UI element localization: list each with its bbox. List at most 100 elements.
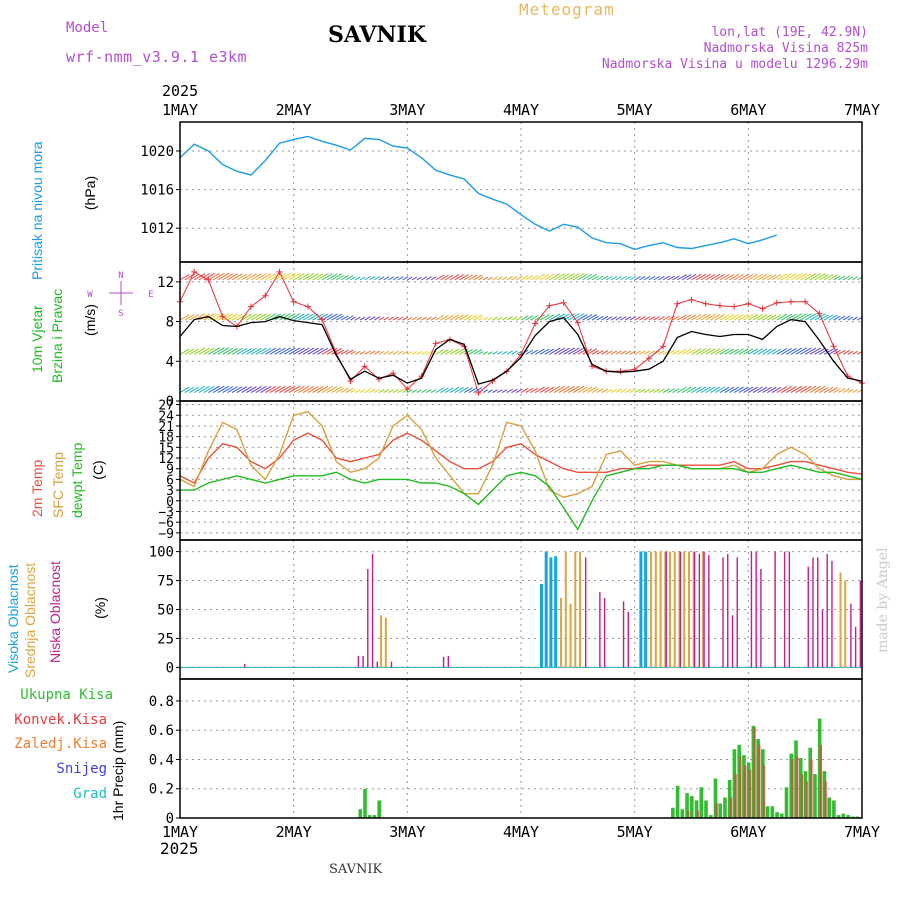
cloud-bar — [854, 626, 857, 668]
y-tick-label: 75 — [157, 574, 174, 590]
wind-barb — [804, 273, 817, 281]
wind-barb — [274, 347, 286, 355]
cloud-bar — [821, 609, 824, 668]
wind-barb — [463, 348, 473, 355]
precip-bar — [761, 749, 765, 818]
wind-barb — [430, 276, 437, 281]
precip-bar — [704, 800, 708, 818]
precip-bar — [784, 787, 789, 818]
wind-barb — [198, 347, 211, 355]
wind-barb — [246, 273, 257, 281]
wind-barb — [369, 316, 376, 321]
wind-barb — [587, 386, 597, 393]
wind-barb — [767, 274, 777, 281]
wind-barb — [179, 348, 190, 355]
precip-bar — [836, 815, 841, 818]
wind-barb — [501, 389, 508, 393]
wind-barb — [459, 348, 469, 355]
gust-marker — [262, 292, 269, 299]
wind-barb — [582, 386, 593, 393]
wind-barb — [336, 275, 344, 281]
y-tick-label: 0.2 — [149, 782, 174, 798]
wind-barb — [809, 385, 821, 393]
gust-marker — [475, 390, 482, 397]
gust-marker — [716, 302, 723, 309]
wind-barb — [440, 387, 449, 393]
wind-barb — [430, 316, 437, 321]
wind-barb — [388, 276, 394, 281]
y-tick-label: 12 — [158, 452, 174, 467]
y-tick-label: 0.6 — [149, 723, 174, 739]
wind-barb — [804, 347, 817, 355]
model-name: wrf-nmm_v3.9.1 e3km — [66, 48, 248, 66]
gust-marker — [816, 310, 823, 317]
wind-barb — [421, 276, 428, 281]
wind-barb — [681, 274, 692, 281]
wind-barb — [378, 389, 385, 393]
wind-barb — [743, 314, 754, 321]
wind-barb — [298, 273, 310, 281]
precip-bar — [819, 744, 823, 818]
cloud-bar — [639, 551, 643, 668]
wind-barb — [482, 351, 488, 355]
y-tick-label: 25 — [157, 631, 174, 647]
cloud-bar — [371, 553, 374, 668]
wind-barb — [681, 314, 692, 321]
wind-barb — [392, 350, 399, 355]
wind-barb — [809, 273, 821, 281]
wind-barb — [648, 275, 656, 281]
wind-barb — [241, 273, 253, 281]
wind-barb — [426, 389, 432, 393]
wind-barb — [624, 316, 632, 321]
wind-barb — [629, 388, 636, 393]
wind-barb — [842, 275, 851, 281]
wind-barb — [312, 313, 324, 321]
wind-barb — [544, 348, 555, 355]
wind-barb — [407, 389, 413, 393]
wind-barb — [790, 347, 803, 355]
x-tick-label-bottom: 3MAY — [389, 823, 425, 841]
cloud-bar — [831, 560, 833, 668]
wind-barb — [321, 386, 333, 393]
wind-barb — [752, 273, 763, 281]
gust-marker — [645, 355, 652, 362]
gust-marker — [319, 316, 326, 323]
wind-barb — [705, 348, 716, 355]
wind-barb — [714, 386, 725, 393]
wind-barb — [677, 386, 687, 393]
wind-barb — [407, 351, 413, 355]
wind-barb — [279, 385, 291, 393]
x-tick-label-bottom: 7MAY — [844, 823, 880, 841]
wind-barb — [378, 350, 385, 355]
precip-bar — [824, 781, 827, 818]
wind-barb — [373, 316, 381, 321]
wind-barb — [814, 313, 826, 321]
wind-barb — [288, 347, 301, 355]
precip-bar — [805, 781, 808, 818]
precip-bar — [737, 744, 741, 818]
wind-barb — [274, 273, 286, 281]
wind-barb — [378, 276, 385, 281]
y-tick-label: 18 — [158, 431, 174, 446]
wind-barb — [383, 276, 390, 281]
wind-barb — [549, 347, 561, 355]
wind-barb — [492, 350, 498, 355]
gust-marker — [205, 276, 212, 283]
wind-barb — [250, 385, 262, 393]
wind-barb — [814, 385, 826, 393]
gust-marker — [361, 363, 368, 370]
wind-barb — [421, 389, 428, 393]
gust-marker — [830, 343, 837, 350]
wind-barb — [658, 350, 665, 355]
wind-barb — [790, 273, 803, 281]
wind-barb — [601, 275, 609, 281]
compass-n: N — [118, 271, 123, 281]
wind-barb — [743, 348, 754, 355]
wind-barb — [752, 348, 763, 355]
wind-barb — [288, 313, 301, 321]
wind-barb — [516, 276, 523, 281]
gust-marker — [248, 303, 255, 310]
wind-barb — [568, 347, 580, 355]
wind-barb — [530, 387, 538, 393]
wind-barb — [563, 385, 575, 393]
